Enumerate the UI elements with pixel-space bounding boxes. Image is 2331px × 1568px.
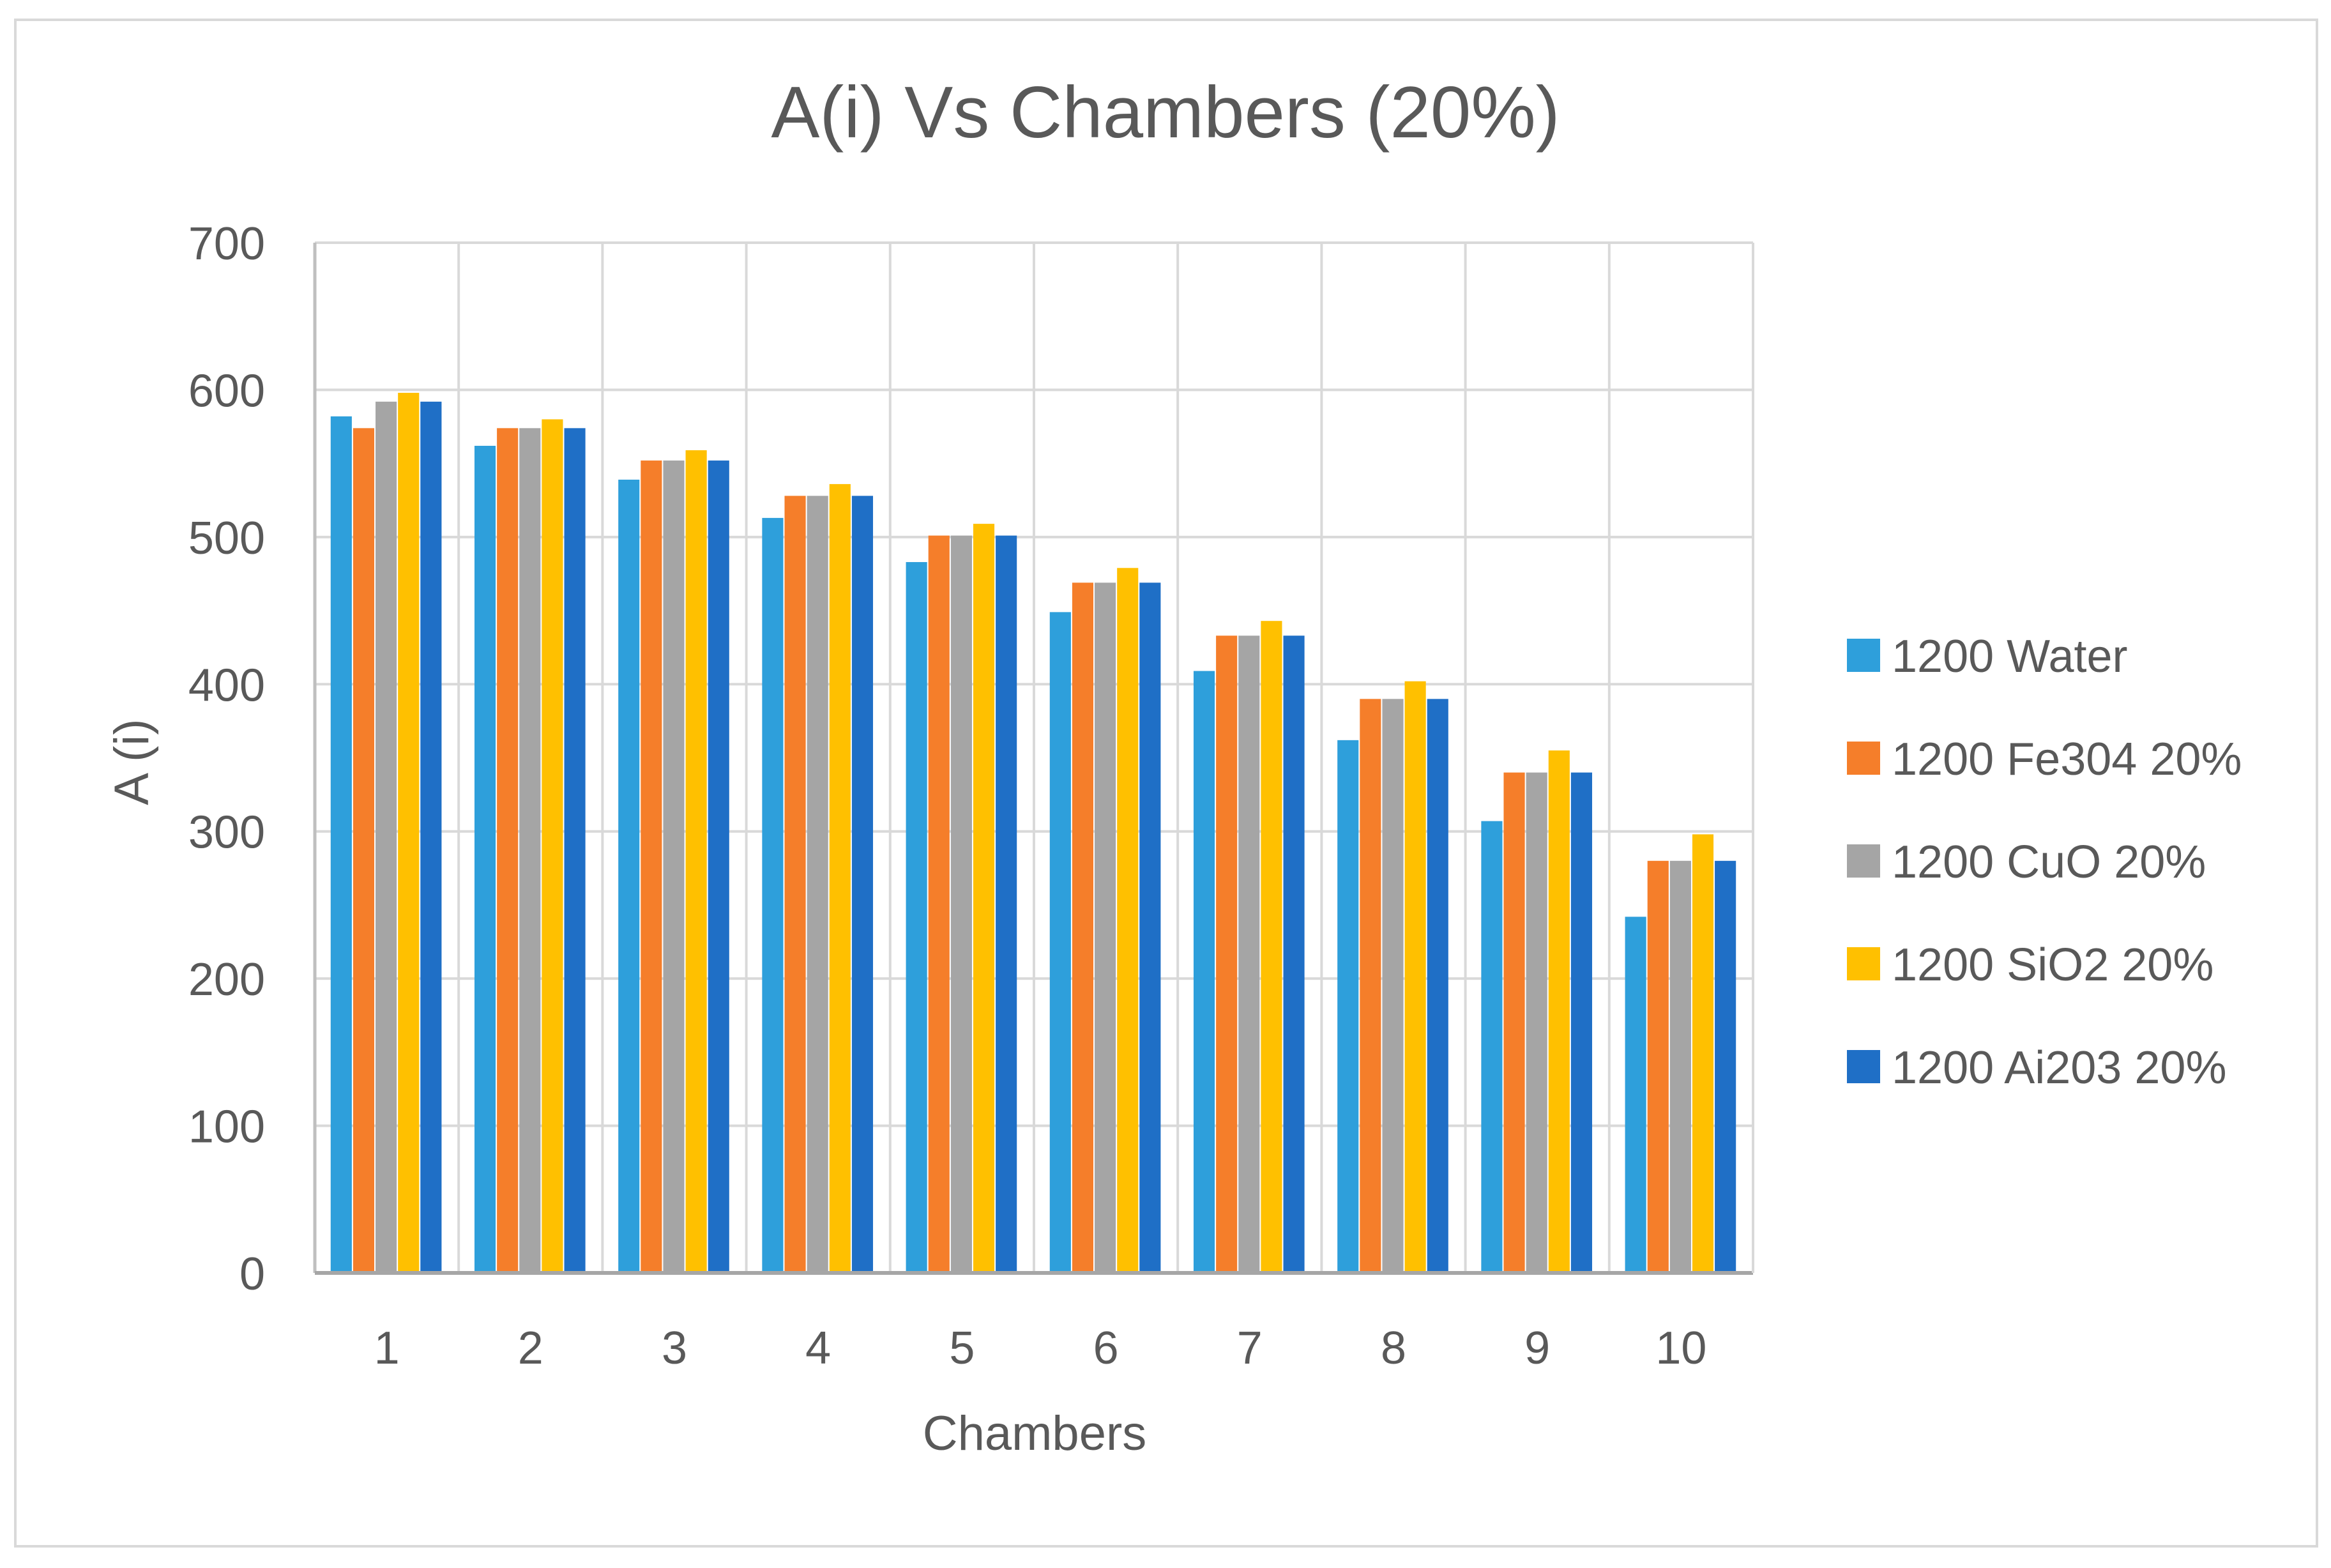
x-tick-label: 10 — [1655, 1323, 1706, 1374]
bar-series-2-chamber-4 — [784, 496, 806, 1273]
bar-series-5-chamber-5 — [996, 535, 1017, 1273]
bar-series-1-chamber-1 — [330, 416, 352, 1273]
bar-series-5-chamber-4 — [851, 496, 874, 1273]
x-tick-label: 2 — [518, 1323, 543, 1374]
y-tick-label: 400 — [188, 660, 265, 711]
y-tick-label: 200 — [188, 954, 265, 1005]
bar-series-3-chamber-8 — [1382, 699, 1404, 1273]
bar-series-1-chamber-10 — [1625, 917, 1646, 1273]
bar-series-1-chamber-7 — [1193, 671, 1215, 1273]
x-tick-label: 4 — [805, 1323, 831, 1374]
y-tick-label: 0 — [239, 1249, 265, 1300]
bar-series-1-chamber-3 — [618, 479, 640, 1273]
bar-series-4-chamber-2 — [542, 419, 563, 1273]
legend-swatch — [1847, 742, 1880, 775]
x-tick-label: 9 — [1524, 1323, 1550, 1374]
bar-series-4-chamber-1 — [398, 393, 420, 1274]
bar-series-1-chamber-6 — [1049, 612, 1071, 1273]
legend-swatch — [1847, 639, 1880, 672]
x-tick-label: 7 — [1237, 1323, 1263, 1374]
bar-series-2-chamber-2 — [497, 428, 519, 1273]
bar-series-5-chamber-10 — [1715, 860, 1736, 1273]
bar-series-3-chamber-10 — [1669, 860, 1691, 1273]
chart-title: A(i) Vs Chambers (20%) — [771, 72, 1560, 153]
y-axis-label: A (i) — [105, 719, 159, 805]
bar-series-2-chamber-3 — [641, 461, 662, 1273]
bar-series-5-chamber-9 — [1570, 772, 1593, 1273]
x-tick-label: 5 — [949, 1323, 975, 1374]
bars — [330, 393, 1736, 1274]
bar-series-4-chamber-5 — [973, 524, 995, 1273]
bar-series-3-chamber-2 — [519, 428, 541, 1273]
bar-series-3-chamber-5 — [950, 535, 972, 1273]
y-tick-label: 700 — [188, 218, 265, 270]
bar-series-2-chamber-9 — [1503, 772, 1525, 1273]
bar-series-3-chamber-3 — [663, 461, 685, 1273]
bar-series-3-chamber-4 — [807, 496, 828, 1273]
legend-label: 1200 Fe304 20% — [1892, 734, 2242, 785]
legend-swatch — [1847, 1050, 1880, 1083]
bar-series-3-chamber-1 — [376, 401, 397, 1274]
x-tick-label: 8 — [1381, 1323, 1406, 1374]
legend-label: 1200 SiO2 20% — [1892, 940, 2213, 991]
bar-series-5-chamber-2 — [564, 428, 586, 1273]
bar-series-4-chamber-3 — [685, 450, 707, 1273]
legend-label: 1200 Ai203 20% — [1892, 1042, 2226, 1093]
x-axis-label: Chambers — [923, 1406, 1147, 1461]
bar-series-4-chamber-10 — [1692, 834, 1714, 1273]
legend-label: 1200 CuO 20% — [1892, 837, 2206, 888]
legend-swatch — [1847, 844, 1880, 878]
bar-series-2-chamber-5 — [928, 535, 950, 1273]
bar-series-1-chamber-4 — [762, 517, 784, 1274]
bar-series-5-chamber-1 — [420, 401, 442, 1274]
bar-series-4-chamber-8 — [1404, 681, 1426, 1273]
bar-series-2-chamber-6 — [1072, 582, 1094, 1273]
bar-series-4-chamber-4 — [829, 483, 851, 1273]
bar-series-4-chamber-6 — [1117, 568, 1139, 1274]
bar-series-2-chamber-7 — [1216, 636, 1238, 1273]
bar-series-3-chamber-6 — [1095, 582, 1116, 1273]
bar-series-1-chamber-8 — [1337, 740, 1359, 1273]
legend-label: 1200 Water — [1892, 631, 2128, 682]
y-tick-label: 300 — [188, 807, 265, 858]
x-tick-label: 6 — [1093, 1323, 1119, 1374]
bar-series-4-chamber-9 — [1548, 750, 1570, 1273]
legend-swatch — [1847, 947, 1880, 980]
bar-series-2-chamber-1 — [353, 428, 375, 1273]
bar-series-1-chamber-5 — [906, 562, 927, 1273]
bar-series-5-chamber-3 — [708, 461, 729, 1273]
x-tick-labels: 1 2 3 4 5 6 7 8 9 10 — [374, 1323, 1707, 1374]
bar-series-5-chamber-6 — [1139, 582, 1161, 1273]
bar-series-3-chamber-9 — [1526, 772, 1547, 1273]
bar-series-4-chamber-7 — [1261, 621, 1282, 1273]
bar-series-2-chamber-10 — [1647, 860, 1669, 1273]
y-tick-label: 500 — [188, 513, 265, 564]
x-tick-label: 1 — [374, 1323, 400, 1374]
axes — [313, 243, 1754, 1275]
bar-series-2-chamber-8 — [1360, 699, 1381, 1273]
bar-series-3-chamber-7 — [1238, 636, 1260, 1273]
y-tick-label: 100 — [188, 1102, 265, 1153]
bar-series-1-chamber-9 — [1481, 821, 1503, 1273]
bar-series-1-chamber-2 — [474, 445, 496, 1273]
bar-series-5-chamber-8 — [1427, 699, 1448, 1273]
bar-series-5-chamber-7 — [1283, 636, 1305, 1273]
x-tick-label: 3 — [662, 1323, 687, 1374]
y-tick-label: 600 — [188, 365, 265, 416]
legend: 1200 Water 1200 Fe304 20% 1200 CuO 20% 1200… — [1847, 631, 2242, 1093]
y-tick-labels: 0 100 200 300 400 500 600 700 — [188, 218, 265, 1300]
